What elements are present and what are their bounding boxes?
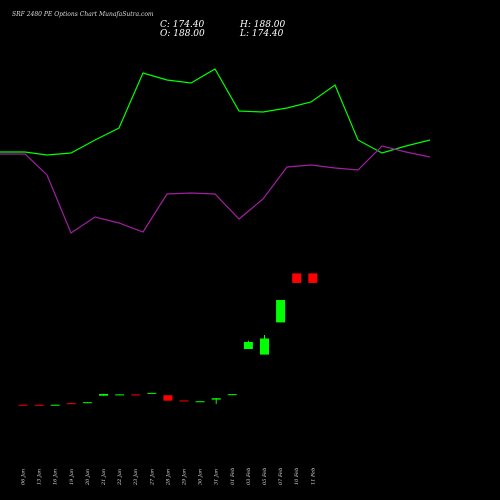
candle-body — [276, 300, 286, 323]
candle-body — [243, 342, 253, 349]
candle-body — [195, 401, 205, 403]
low-readout: L: 174.40 — [240, 29, 284, 39]
date-tick-label: 11 Feb — [310, 468, 316, 485]
date-tick-label: 20 Jan — [85, 469, 91, 486]
candle-body — [211, 398, 221, 400]
candle-body — [18, 404, 28, 406]
high-readout: H: 188.00 — [240, 20, 286, 30]
candle-body — [292, 273, 302, 283]
upper-band-line — [0, 68, 431, 156]
date-tick-label: 03 Feb — [246, 468, 252, 485]
date-tick-label: 29 Jan — [182, 469, 188, 486]
date-tick-label: 07 Feb — [278, 468, 284, 485]
candle-body — [260, 338, 269, 355]
date-tick-label: 06 Jan — [21, 469, 27, 485]
candle-body — [50, 404, 60, 406]
candles-layer — [18, 273, 318, 406]
date-tick-label: 21 Jan — [101, 469, 107, 486]
date-tick-label: 01 Feb — [230, 468, 236, 485]
candle-body — [131, 394, 141, 396]
date-tick-label: 10 Feb — [294, 468, 300, 485]
close-readout: C: 174.40 — [160, 20, 205, 30]
candle-body — [82, 402, 92, 404]
date-tick-label: 16 Jan — [53, 469, 59, 485]
candle-body — [308, 273, 318, 283]
candle-body — [179, 400, 189, 402]
date-tick-label: 05 Feb — [262, 468, 268, 485]
lower-band-line — [0, 145, 431, 234]
date-tick-label: 22 Jan — [117, 469, 123, 486]
date-tick-label: 19 Jan — [69, 469, 75, 485]
date-tick-label: 13 Jan — [37, 469, 43, 485]
date-axis: 06 Jan 13 Jan 16 Jan 19 Jan 20 Jan 21 Jan 22 J… — [21, 468, 317, 486]
candle-body — [66, 403, 76, 405]
date-tick-label: 31 Jan — [214, 469, 220, 485]
candle-body — [147, 392, 157, 394]
candle-body — [34, 404, 44, 406]
date-tick-label: 30 Jan — [198, 469, 204, 485]
chart-title: SRF 2480 PE Options Chart MunafaSutra.co… — [12, 11, 154, 18]
candle-body — [99, 393, 108, 396]
candle-body — [115, 394, 125, 396]
date-tick-label: 27 Jan — [149, 469, 155, 486]
date-tick-label: 23 Jan — [133, 469, 139, 486]
open-readout: O: 188.00 — [160, 29, 205, 39]
candle-body — [163, 395, 173, 401]
date-tick-label: 28 Jan — [165, 469, 171, 486]
candle-body — [227, 394, 237, 396]
